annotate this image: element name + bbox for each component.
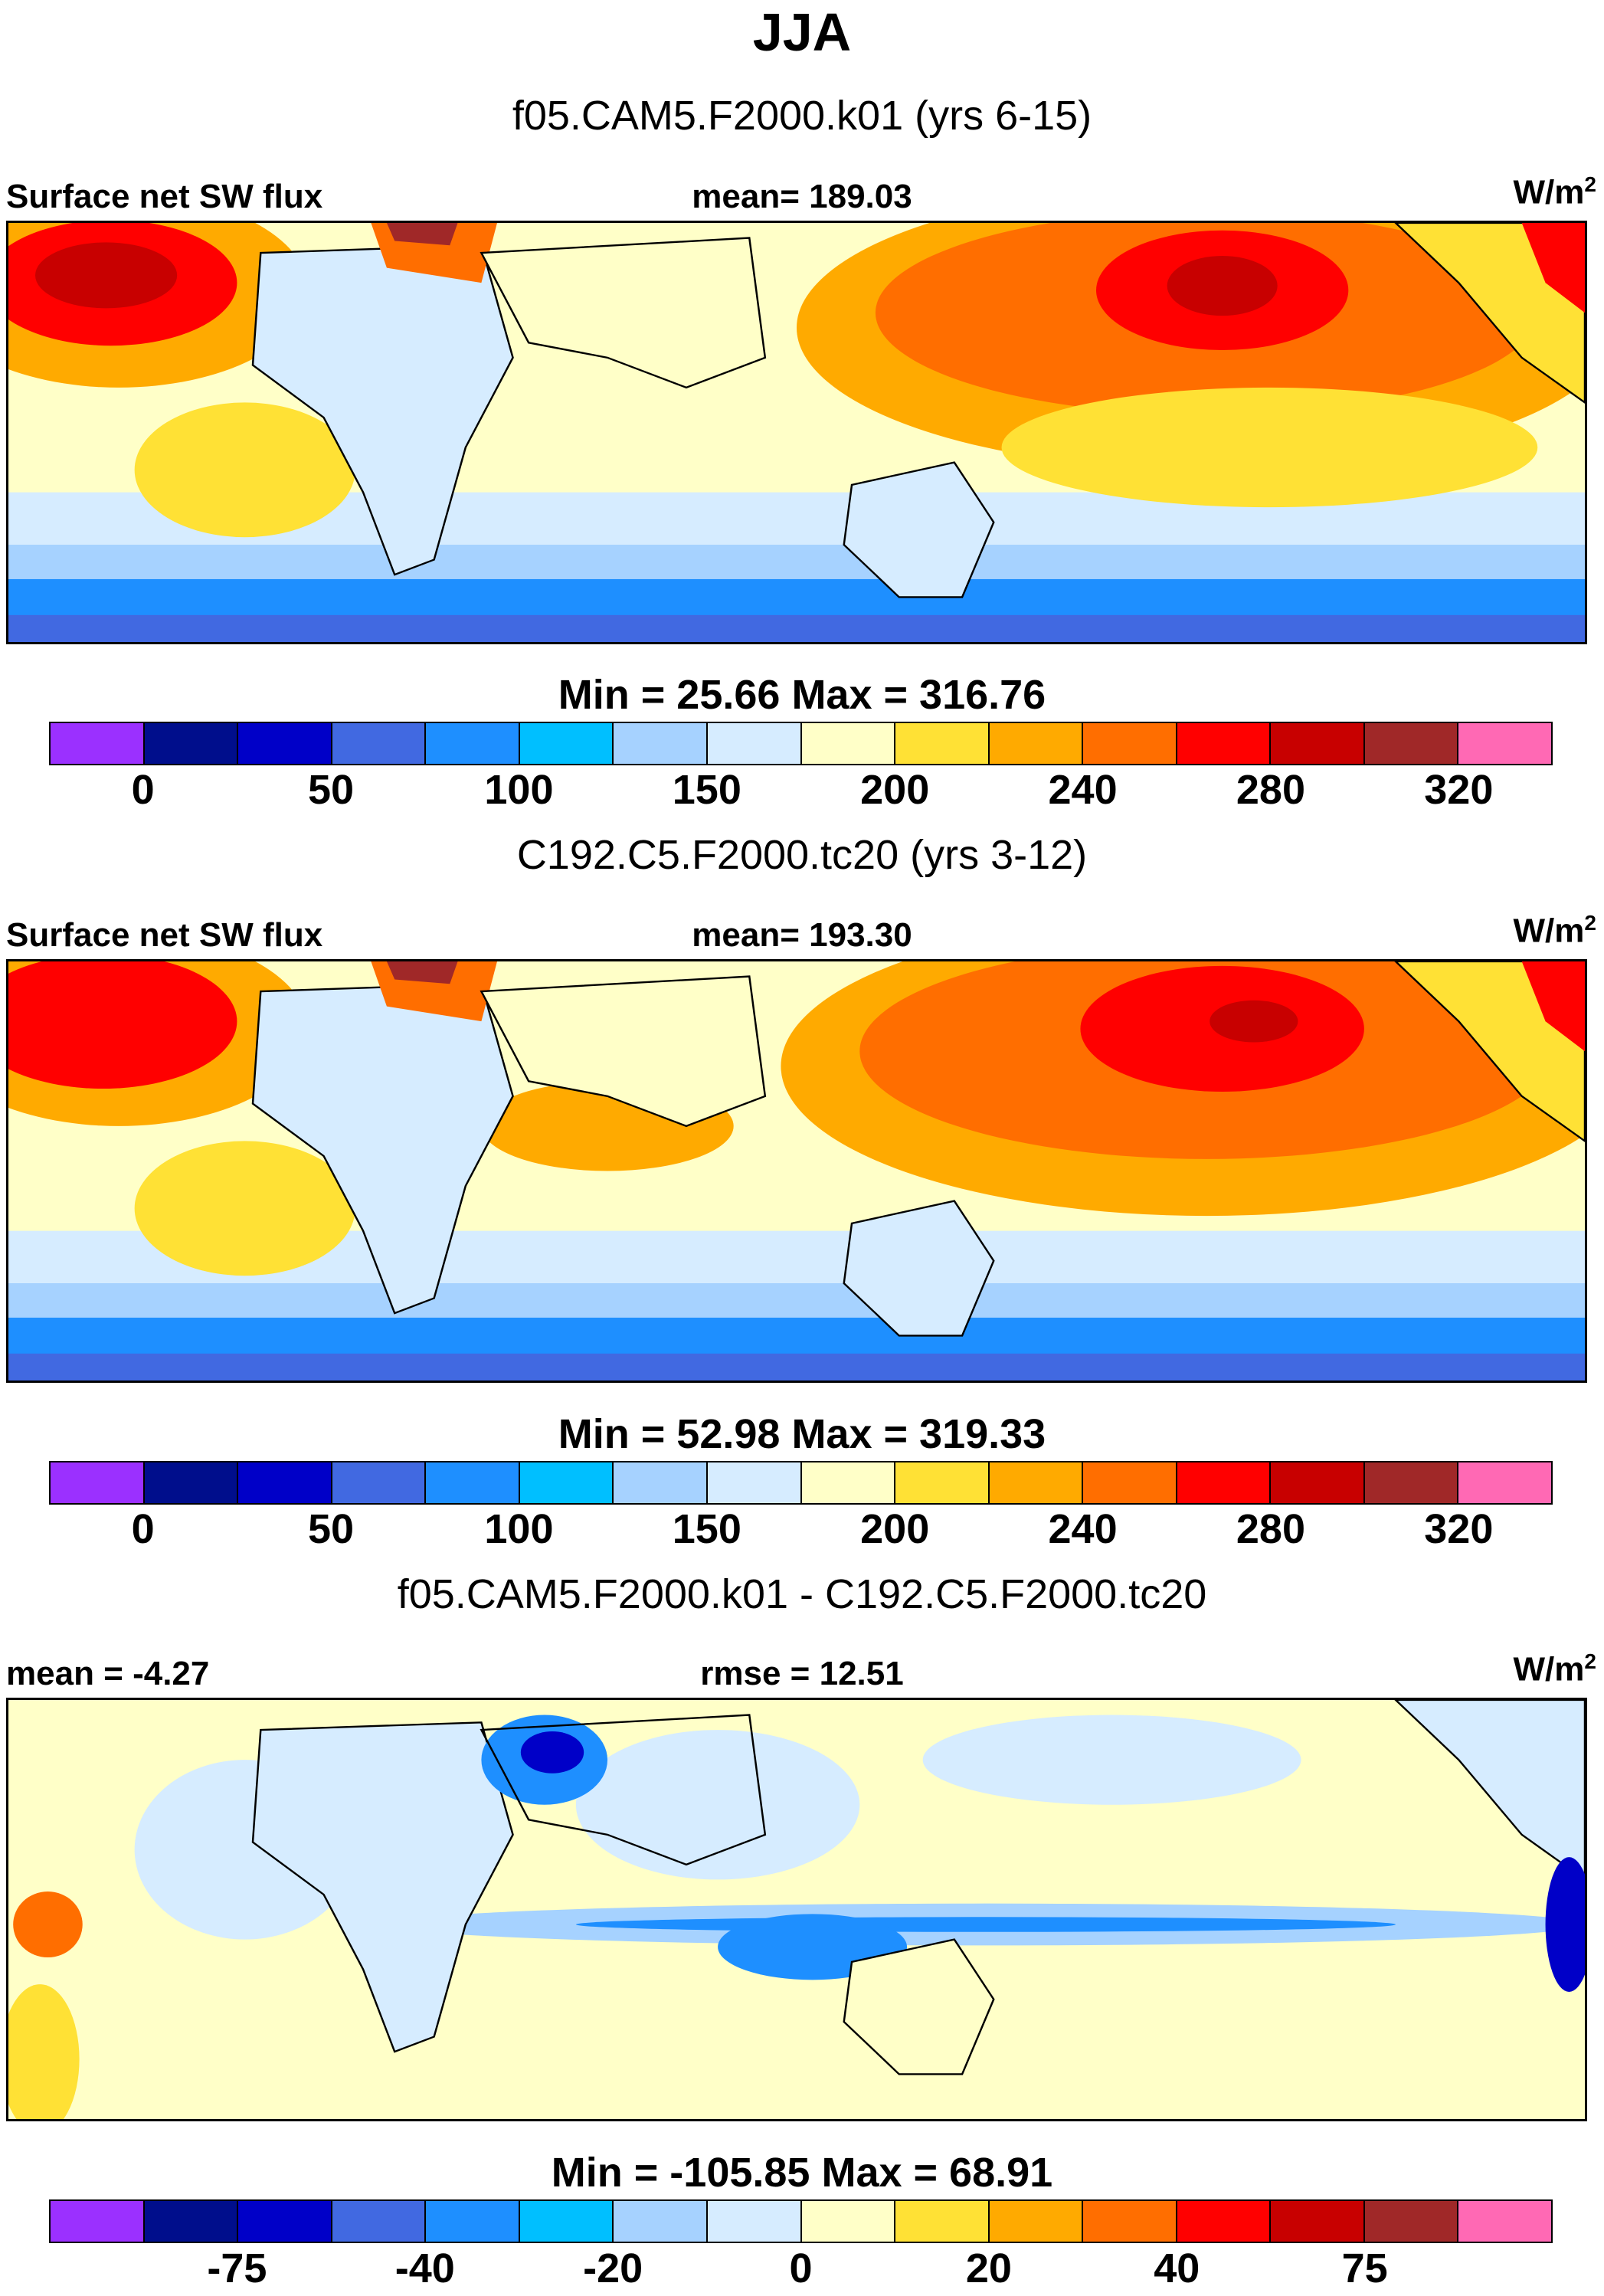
panel-1-colorbar <box>49 722 1553 765</box>
colorbar-swatch <box>1177 1462 1272 1503</box>
colorbar-swatch <box>801 723 896 764</box>
colorbar-swatch <box>1271 723 1365 764</box>
colorbar-tick-label: 0 <box>131 767 155 813</box>
colorbar-swatch <box>1177 723 1272 764</box>
colorbar-swatch <box>332 2201 427 2242</box>
colorbar-tick-label: 50 <box>308 767 355 813</box>
colorbar-swatch <box>801 2201 896 2242</box>
colorbar-swatch <box>895 1462 990 1503</box>
colorbar-swatch <box>989 1462 1084 1503</box>
colorbar-tick-label: 280 <box>1236 767 1305 813</box>
panel-2-case-title: C192.C5.F2000.tc20 (yrs 3-12) <box>516 832 1088 878</box>
panel-1-min-max: Min = 25.66 Max = 316.76 <box>558 672 1046 718</box>
colorbar-swatch <box>144 2201 239 2242</box>
colorbar-swatch <box>144 723 239 764</box>
colorbar-swatch <box>144 1462 239 1503</box>
colorbar-swatch <box>895 2201 990 2242</box>
colorbar-tick-label: 150 <box>672 1506 741 1552</box>
colorbar-tick-label: 75 <box>1341 2245 1388 2291</box>
panel-2-mean-label: mean= 193.30 <box>692 916 912 954</box>
panel-1-variable-label: Surface net SW flux <box>6 178 323 215</box>
colorbar-swatch <box>1458 2201 1551 2242</box>
colorbar-swatch <box>707 723 802 764</box>
colorbar-swatch <box>1271 1462 1365 1503</box>
colorbar-swatch <box>519 723 614 764</box>
colorbar-swatch <box>1364 2201 1459 2242</box>
colorbar-tick-label: 320 <box>1424 1506 1494 1552</box>
colorbar-swatch <box>1364 1462 1459 1503</box>
colorbar-swatch <box>707 1462 802 1503</box>
colorbar-tick-label: 320 <box>1424 767 1494 813</box>
colorbar-swatch <box>614 723 708 764</box>
colorbar-tick-label: 50 <box>308 1506 355 1552</box>
colorbar-swatch <box>332 1462 427 1503</box>
colorbar-swatch <box>1083 2201 1177 2242</box>
colorbar-tick-label: -40 <box>394 2245 455 2291</box>
colorbar-swatch <box>614 2201 708 2242</box>
panel-3-case-title: f05.CAM5.F2000.k01 - C192.C5.F2000.tc20 <box>397 1571 1207 1617</box>
colorbar-swatch <box>1177 2201 1272 2242</box>
colorbar-swatch <box>1083 1462 1177 1503</box>
panel-2-colorbar <box>49 1461 1553 1505</box>
colorbar-swatch <box>426 2201 520 2242</box>
panel-3-map <box>6 1698 1587 2121</box>
colorbar-swatch <box>51 723 145 764</box>
colorbar-swatch <box>238 1462 332 1503</box>
panel-1-mean-label: mean= 189.03 <box>692 178 912 215</box>
colorbar-swatch <box>989 723 1084 764</box>
colorbar-tick-label: 280 <box>1236 1506 1305 1552</box>
colorbar-swatch <box>895 723 990 764</box>
panel-1-map <box>6 221 1587 644</box>
panel-2-units-label: W/m2 <box>1513 911 1596 950</box>
colorbar-swatch <box>1458 723 1551 764</box>
colorbar-swatch <box>989 2201 1084 2242</box>
panel-1-case-title: f05.CAM5.F2000.k01 (yrs 6-15) <box>512 93 1092 139</box>
colorbar-swatch <box>1458 1462 1551 1503</box>
panel-1-units-label: W/m2 <box>1513 172 1596 211</box>
colorbar-swatch <box>1364 723 1459 764</box>
colorbar-tick-label: 40 <box>1154 2245 1200 2291</box>
panel-2-map <box>6 959 1587 1383</box>
figure-title: JJA <box>752 2 852 62</box>
colorbar-swatch <box>707 2201 802 2242</box>
panel-3-mean-label: mean = -4.27 <box>6 1655 210 1692</box>
colorbar-tick-label: 240 <box>1048 767 1118 813</box>
colorbar-swatch <box>426 1462 520 1503</box>
panel-3-min-max: Min = -105.85 Max = 68.91 <box>551 2150 1053 2196</box>
colorbar-swatch <box>519 1462 614 1503</box>
colorbar-tick-label: 100 <box>484 767 554 813</box>
colorbar-swatch <box>614 1462 708 1503</box>
colorbar-tick-label: 150 <box>672 767 741 813</box>
panel-2-min-max: Min = 52.98 Max = 319.33 <box>558 1411 1046 1457</box>
colorbar-tick-label: 200 <box>860 767 930 813</box>
colorbar-swatch <box>332 723 427 764</box>
panel-3-units-label: W/m2 <box>1513 1649 1596 1688</box>
panel-2-variable-label: Surface net SW flux <box>6 916 323 954</box>
colorbar-swatch <box>238 2201 332 2242</box>
colorbar-swatch <box>238 723 332 764</box>
colorbar-tick-label: 240 <box>1048 1506 1118 1552</box>
panel-3-colorbar <box>49 2199 1553 2243</box>
colorbar-tick-label: 20 <box>965 2245 1012 2291</box>
colorbar-swatch <box>1083 723 1177 764</box>
colorbar-tick-label: 200 <box>860 1506 930 1552</box>
panel-3-rmse-label: rmse = 12.51 <box>700 1655 904 1692</box>
colorbar-swatch <box>426 723 520 764</box>
colorbar-swatch <box>1271 2201 1365 2242</box>
colorbar-swatch <box>51 2201 145 2242</box>
colorbar-swatch <box>519 2201 614 2242</box>
colorbar-tick-label: -20 <box>583 2245 643 2291</box>
colorbar-tick-label: -75 <box>207 2245 267 2291</box>
colorbar-tick-label: 0 <box>131 1506 155 1552</box>
colorbar-tick-label: 100 <box>484 1506 554 1552</box>
colorbar-swatch <box>51 1462 145 1503</box>
colorbar-swatch <box>801 1462 896 1503</box>
colorbar-tick-label: 0 <box>789 2245 813 2291</box>
